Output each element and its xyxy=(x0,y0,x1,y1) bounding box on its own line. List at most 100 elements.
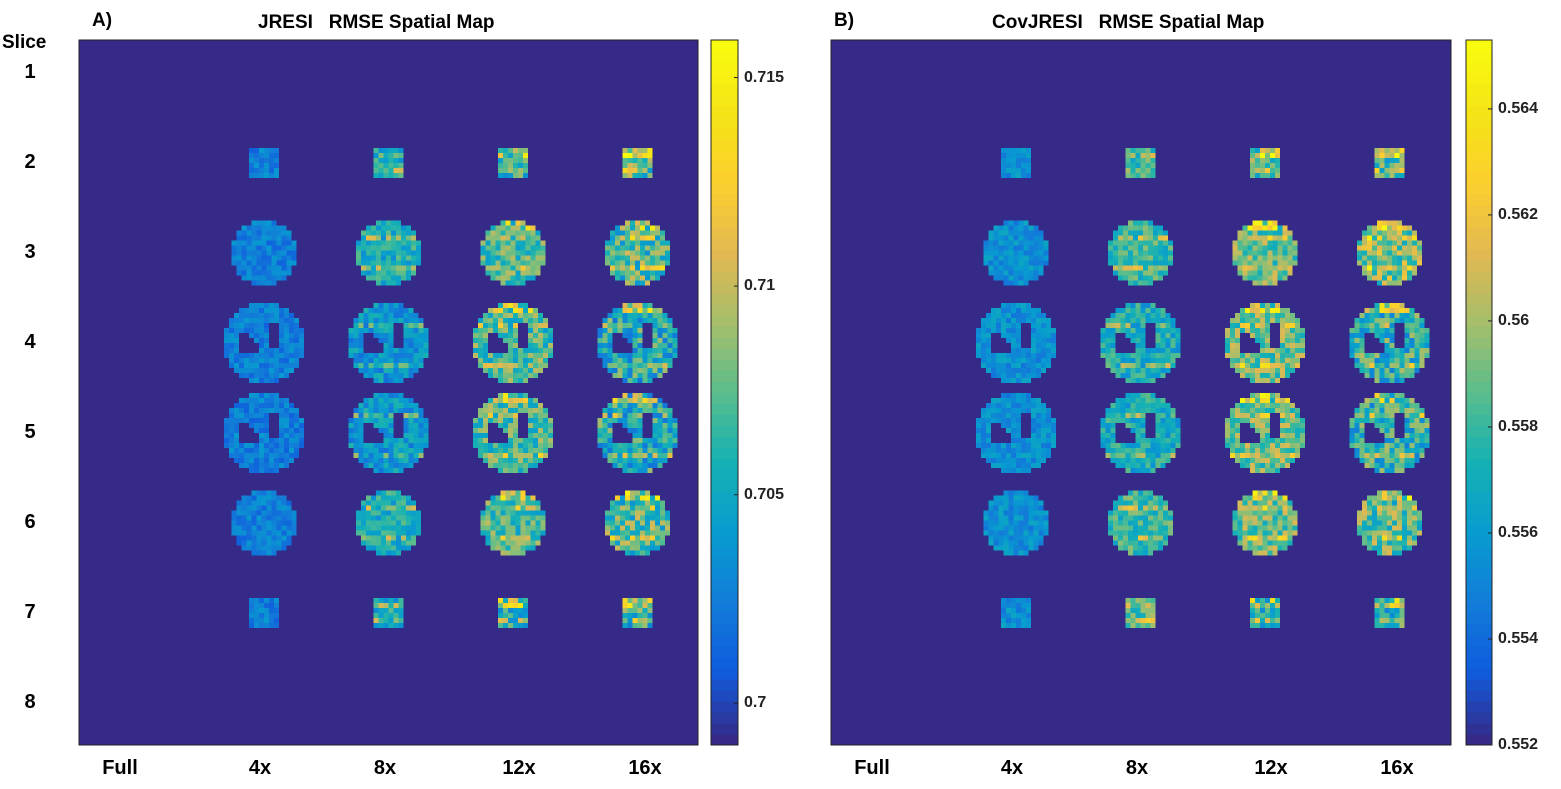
heatmap-cell xyxy=(1369,408,1375,413)
heatmap-cell xyxy=(510,510,516,516)
heatmap-cell xyxy=(523,598,528,603)
blob-slice4-4x xyxy=(224,303,304,383)
heatmap-cell xyxy=(396,535,401,541)
heatmap-cell xyxy=(1394,163,1400,168)
heatmap-cell xyxy=(1240,458,1245,463)
heatmap-cell xyxy=(620,245,625,251)
heatmap-cell xyxy=(401,260,406,266)
heatmap-cell xyxy=(254,153,259,158)
heatmap-cell xyxy=(535,535,541,541)
heatmap-cell xyxy=(632,428,638,433)
heatmap-cell xyxy=(234,403,239,408)
heatmap-cell xyxy=(647,358,653,363)
heatmap-cell xyxy=(1252,235,1258,241)
heatmap-cell xyxy=(1026,438,1031,443)
heatmap-cell xyxy=(1130,358,1136,363)
heatmap-cell xyxy=(483,333,488,338)
heatmap-cell xyxy=(1372,245,1377,251)
heatmap-cell xyxy=(254,448,259,453)
heatmap-cell xyxy=(1290,458,1295,463)
heatmap-cell xyxy=(991,408,996,413)
heatmap-cell xyxy=(1160,338,1166,343)
heatmap-cell xyxy=(548,348,553,353)
heatmap-cell xyxy=(1262,220,1268,226)
heatmap-cell xyxy=(239,453,244,458)
heatmap-cell xyxy=(231,255,237,261)
heatmap-background xyxy=(830,39,1452,746)
heatmap-cell xyxy=(269,168,274,173)
heatmap-cell xyxy=(1130,173,1136,178)
heatmap-cell xyxy=(1230,433,1235,438)
heatmap-cell xyxy=(373,373,379,378)
heatmap-cell xyxy=(637,323,643,328)
heatmap-cell xyxy=(271,240,277,246)
heatmap-cell xyxy=(274,148,279,153)
heatmap-cell xyxy=(485,255,491,261)
heatmap-cell xyxy=(1250,358,1255,363)
heatmap-cell xyxy=(1250,333,1255,338)
heatmap-cell xyxy=(530,250,536,256)
heatmap-cell xyxy=(1016,393,1021,398)
heatmap-cell xyxy=(625,550,630,556)
heatmap-cell xyxy=(637,418,643,423)
heatmap-cell xyxy=(1155,418,1161,423)
heatmap-cell xyxy=(391,535,396,541)
heatmap-cell xyxy=(1389,313,1395,318)
heatmap-cell xyxy=(378,468,384,473)
heatmap-cell xyxy=(1384,398,1390,403)
heatmap-cell xyxy=(647,603,653,608)
heatmap-cell xyxy=(401,505,406,511)
heatmap-cell xyxy=(647,623,653,628)
heatmap-cell xyxy=(650,240,655,246)
heatmap-cell xyxy=(1359,408,1365,413)
heatmap-cell xyxy=(1003,280,1009,286)
heatmap-cell xyxy=(1399,398,1405,403)
heatmap-cell xyxy=(488,408,493,413)
heatmap-cell xyxy=(403,433,409,438)
heatmap-cell xyxy=(530,240,536,246)
heatmap-cell xyxy=(1240,403,1245,408)
heatmap-cell xyxy=(381,270,386,276)
heatmap-cell xyxy=(538,443,543,448)
heatmap-cell xyxy=(530,545,536,551)
heatmap-cell xyxy=(403,403,409,408)
heatmap-cell xyxy=(279,338,284,343)
heatmap-cell xyxy=(538,418,543,423)
heatmap-cell xyxy=(1155,453,1161,458)
heatmap-cell xyxy=(246,530,252,536)
heatmap-cell xyxy=(269,448,274,453)
heatmap-cell xyxy=(533,433,538,438)
heatmap-cell xyxy=(647,443,653,448)
heatmap-cell xyxy=(388,323,394,328)
heatmap-cell xyxy=(503,158,508,163)
heatmap-cell xyxy=(1011,343,1016,348)
heatmap-cell xyxy=(416,515,421,521)
heatmap-cell xyxy=(627,168,633,173)
heatmap-cell xyxy=(525,270,531,276)
heatmap-cell xyxy=(513,333,518,338)
heatmap-cell xyxy=(1250,458,1255,463)
heatmap-cell xyxy=(662,428,668,433)
heatmap-cell xyxy=(368,368,374,373)
heatmap-cell xyxy=(371,275,376,281)
heatmap-cell xyxy=(650,245,655,251)
heatmap-cell xyxy=(1046,328,1051,333)
heatmap-cell xyxy=(1282,270,1288,276)
heatmap-cell xyxy=(508,433,513,438)
heatmap-cell xyxy=(391,540,396,546)
heatmap-cell xyxy=(1394,158,1400,163)
heatmap-cell xyxy=(640,500,645,506)
heatmap-cell xyxy=(378,453,384,458)
heatmap-cell xyxy=(264,313,269,318)
heatmap-cell xyxy=(660,235,665,241)
heatmap-cell xyxy=(667,333,673,338)
heatmap-cell xyxy=(281,230,287,236)
heatmap-cell xyxy=(229,413,234,418)
heatmap-cell xyxy=(254,423,259,428)
heatmap-cell xyxy=(348,428,354,433)
heatmap-cell xyxy=(249,408,254,413)
heatmap-cell xyxy=(1374,303,1380,308)
heatmap-cell xyxy=(1389,408,1395,413)
heatmap-cell xyxy=(495,225,501,231)
heatmap-cell xyxy=(1387,280,1392,286)
